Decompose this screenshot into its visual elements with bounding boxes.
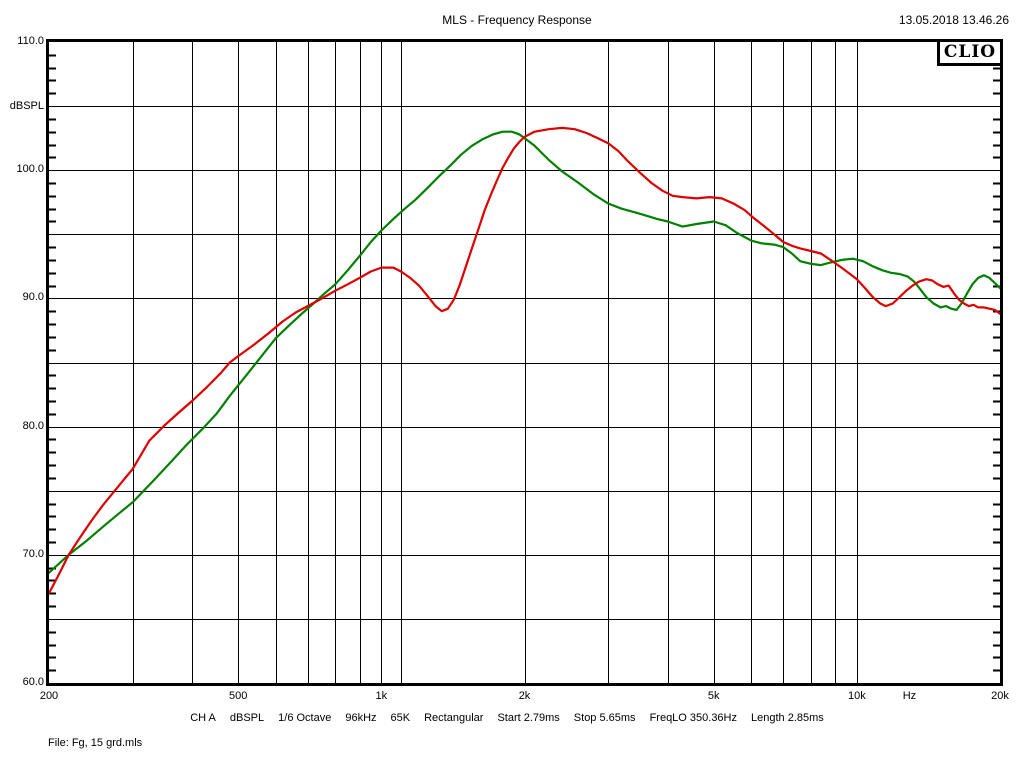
x-axis-unit-label: Hz [902, 690, 917, 702]
red-curve [49, 126, 1000, 595]
x-axis-label: 1k [375, 690, 388, 702]
datetime-label: 13.05.2018 13.46.26 [898, 13, 1009, 27]
status-token: 1/6 Octave [278, 712, 332, 724]
frequency-response-chart [49, 42, 1000, 683]
x-axis-label: 500 [229, 690, 248, 702]
y-axis-label: 80.0 [22, 419, 44, 432]
status-bar: CH A dBSPL 1/6 Octave 96kHz 65K Rectangular St… [0, 712, 1014, 724]
green-curve [49, 130, 1000, 574]
status-token: CH A [190, 712, 216, 724]
status-token: Length 2.85ms [751, 712, 824, 724]
status-token: FreqLO 350.36Hz [649, 712, 737, 724]
status-token: Rectangular [424, 712, 484, 724]
y-axis-unit-label: dBSPL [9, 100, 44, 112]
x-axis-label: 20k [991, 690, 1009, 702]
y-axis-label: 60.0 [22, 676, 44, 688]
status-token: 96kHz [345, 712, 377, 724]
status-token: dBSPL [229, 712, 265, 724]
y-axis-label: 100.0 [16, 163, 44, 176]
file-label: File: Fg, 15 grd.mls [48, 737, 143, 749]
status-token: Start 2.79ms [497, 712, 560, 724]
page-title: MLS - Frequency Response [442, 13, 592, 27]
x-axis-label: 200 [39, 690, 59, 702]
x-axis-label: 5k [707, 690, 720, 702]
x-axis-label: 10k [847, 690, 866, 702]
y-axis-label: 110.0 [17, 35, 44, 47]
x-axis-label: 2k [518, 690, 531, 702]
status-token: Stop 5.65ms [573, 712, 636, 724]
clio-logo: CLIO [937, 42, 1000, 66]
status-token: 65K [390, 712, 411, 724]
y-axis-label: 90.0 [22, 291, 44, 304]
plot-area: CLIO [46, 39, 1003, 686]
y-axis-label: 70.0 [22, 547, 44, 560]
